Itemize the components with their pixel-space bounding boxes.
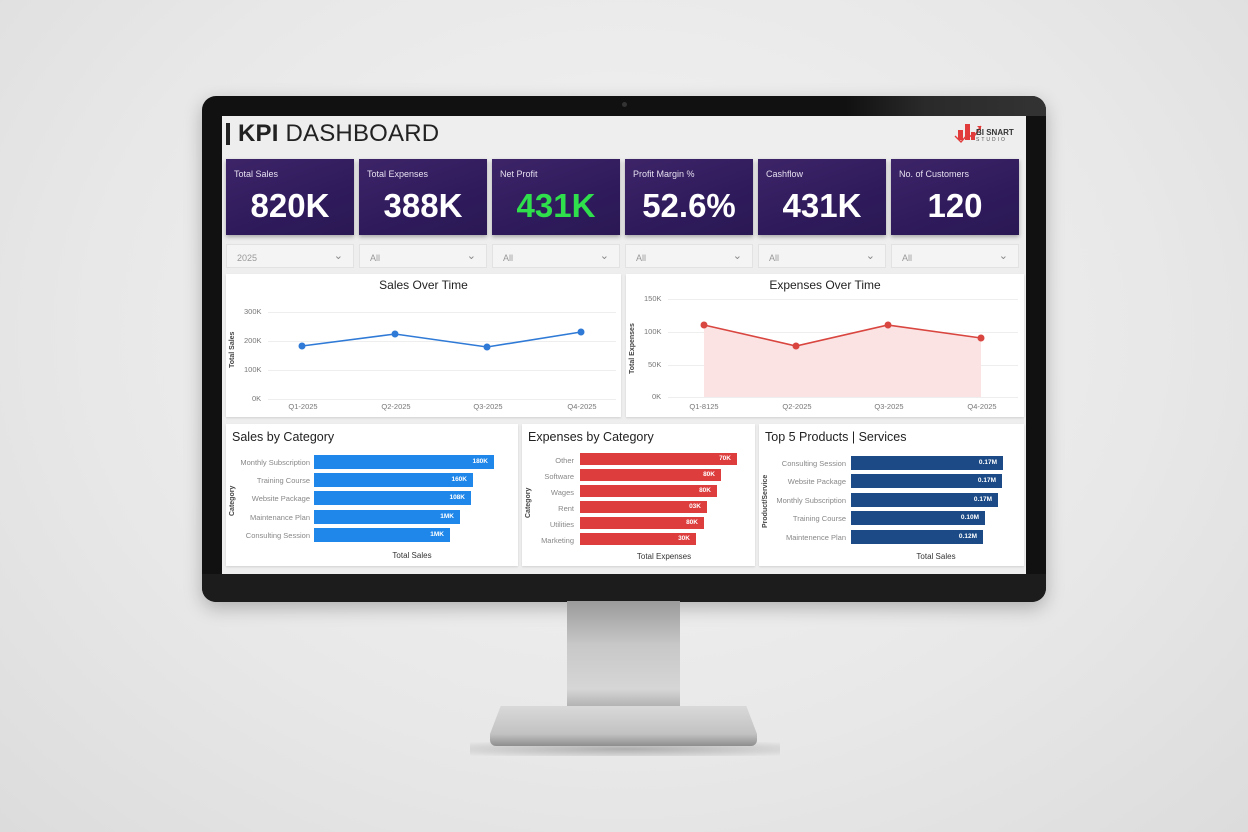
bar-row: Consulting Session 0.17M: [759, 456, 1024, 470]
bar-row: Monthly Subscription 0.17M: [759, 493, 1024, 507]
bar-row: Website Package 0.17M: [759, 474, 1024, 488]
chevron-down-icon: ⌄: [333, 250, 343, 262]
chart-title: Sales by Category: [232, 430, 335, 444]
bar-row: Training Course 0.10M: [759, 511, 1024, 525]
chart-title: Expenses by Category: [528, 430, 654, 444]
year-filter-dropdown[interactable]: 2025 ⌄: [226, 244, 354, 268]
kpi-cards: Total Sales 820K Total Expenses 388K Net…: [226, 159, 1019, 235]
bar-row: Software 80K: [522, 469, 755, 483]
sales-over-time-chart: Sales Over Time Total Sales 300K 200K 10…: [226, 274, 621, 417]
expenses-over-time-chart: Expenses Over Time Total Expenses 150K 1…: [626, 274, 1024, 417]
kpi-card-total-sales: Total Sales 820K: [226, 159, 354, 235]
dashboard-header: KPI DASHBOARD BI SNART STUDIO: [222, 116, 1026, 154]
filter-bar: 2025 ⌄ All ⌄ All ⌄ All ⌄ All ⌄ All ⌄: [226, 244, 1019, 268]
x-axis-label: Total Expenses: [636, 552, 692, 561]
chevron-down-icon: ⌄: [466, 250, 476, 262]
chevron-down-icon: ⌄: [599, 250, 609, 262]
expenses-by-category-chart: Expenses by Category Category Other 70K …: [522, 424, 755, 566]
filter-dropdown-5[interactable]: All ⌄: [758, 244, 886, 268]
sales-by-category-chart: Sales by Category Category Monthly Subsc…: [226, 424, 518, 566]
bar-row: Wages 80K: [522, 485, 755, 499]
bar-row: Website Package 108K: [226, 491, 518, 505]
chevron-down-icon: ⌄: [732, 250, 742, 262]
chart-logo-icon: [954, 124, 982, 144]
chart-title: Top 5 Products | Services: [765, 430, 907, 444]
kpi-card-cashflow: Cashflow 431K: [758, 159, 886, 235]
title-accent-bar: [226, 123, 230, 145]
bar-row: Rent 03K: [522, 501, 755, 515]
sales-line-plot: [298, 328, 585, 351]
chevron-down-icon: ⌄: [865, 250, 875, 262]
kpi-card-profit-margin: Profit Margin % 52.6%: [625, 159, 753, 235]
x-axis-label: Total Sales: [392, 551, 432, 560]
monitor-stand-base: [490, 706, 757, 746]
filter-dropdown-4[interactable]: All ⌄: [625, 244, 753, 268]
monitor-chin: [202, 574, 1046, 602]
bar-row: Consulting Session 1MK: [226, 528, 518, 542]
bar-row: Monthly Subscription 180K: [226, 455, 518, 469]
top-products-chart: Top 5 Products | Services Product/Servic…: [759, 424, 1024, 566]
monitor-stand-neck: [567, 601, 680, 711]
page-title: KPI DASHBOARD: [238, 120, 440, 147]
monitor-frame: KPI DASHBOARD BI SNART STUDIO Total Sale…: [202, 96, 1046, 602]
dashboard-screen: KPI DASHBOARD BI SNART STUDIO Total Sale…: [222, 116, 1026, 574]
bar-row: Marketing 30K: [522, 533, 755, 547]
filter-dropdown-3[interactable]: All ⌄: [492, 244, 620, 268]
expenses-area-plot: [700, 321, 985, 397]
kpi-card-net-profit: Net Profit 431K: [492, 159, 620, 235]
bar-row: Other 70K: [522, 453, 755, 467]
webcam: [622, 102, 627, 107]
filter-dropdown-6[interactable]: All ⌄: [891, 244, 1019, 268]
bar-row: Maintenence Plan 0.12M: [759, 530, 1024, 544]
x-axis-label: Total Sales: [916, 552, 956, 561]
chart-title: Expenses Over Time: [769, 278, 881, 292]
bezel-glare: [846, 96, 1046, 116]
bar-row: Utilities 80K: [522, 517, 755, 531]
chart-title: Sales Over Time: [379, 278, 468, 292]
brand-logo: BI SNART STUDIO: [954, 120, 1016, 148]
kpi-card-total-expenses: Total Expenses 388K: [359, 159, 487, 235]
bar-row: Maintenance Plan 1MK: [226, 510, 518, 524]
chevron-down-icon: ⌄: [998, 250, 1008, 262]
bar-row: Training Course 160K: [226, 473, 518, 487]
kpi-card-customers: No. of Customers 120: [891, 159, 1019, 235]
filter-dropdown-2[interactable]: All ⌄: [359, 244, 487, 268]
